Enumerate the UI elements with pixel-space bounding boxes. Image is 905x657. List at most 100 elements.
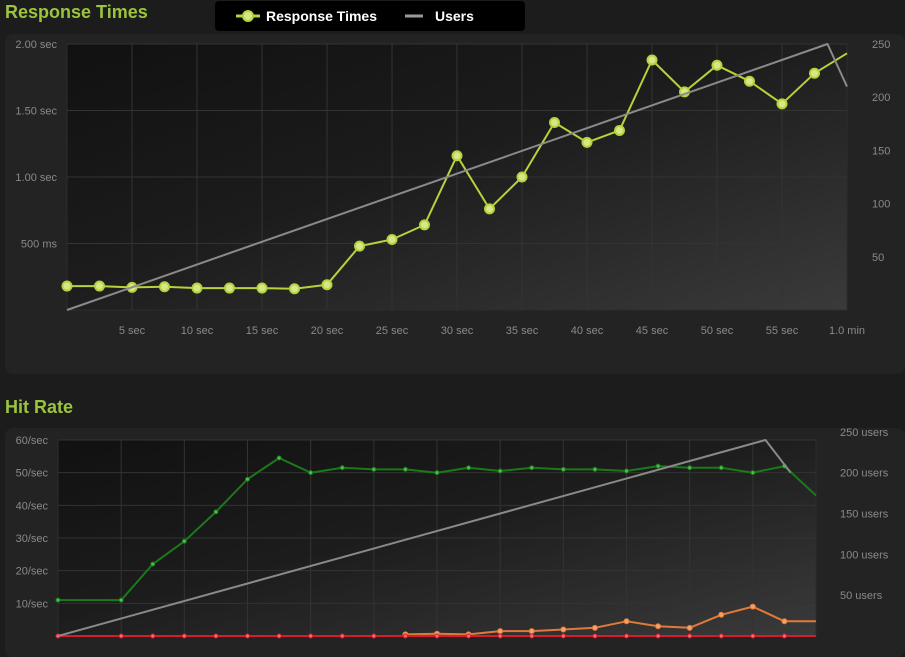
response-times-point bbox=[549, 116, 560, 128]
x-tick-label: 45 sec bbox=[636, 325, 669, 337]
users-line bbox=[66, 43, 848, 311]
response-times-chart: 500 ms 1.00 sec 1.50 sec 2.00 sec 50 100 150 20… bbox=[15, 39, 890, 337]
x-tick-label: 1.0 min bbox=[829, 325, 865, 337]
y-left-tick-label: 500 ms bbox=[21, 239, 58, 251]
response-times-point bbox=[451, 150, 463, 162]
response-times-point bbox=[289, 283, 300, 295]
hit-rate-point bbox=[276, 455, 282, 461]
response-times-point bbox=[484, 203, 495, 215]
y-left-tick-label: 1.00 sec bbox=[15, 172, 57, 184]
red-series-point bbox=[308, 633, 314, 639]
legend-users: Users bbox=[435, 8, 474, 24]
response-times-panel: 500 ms 1.00 sec 1.50 sec 2.00 sec 50 100 150 20… bbox=[5, 34, 905, 374]
red-series-point bbox=[402, 633, 408, 639]
red-series-point bbox=[466, 633, 472, 639]
red-series-point bbox=[750, 633, 756, 639]
orange-series-point bbox=[749, 603, 756, 610]
hit-rate-line bbox=[58, 457, 817, 602]
hit-rate-point bbox=[718, 465, 724, 471]
hit-rate-point bbox=[181, 538, 187, 544]
y-right-tick-label: 200 bbox=[872, 92, 890, 104]
x-tick-label: 35 sec bbox=[506, 325, 539, 337]
response-times-heading: Response Times bbox=[5, 2, 148, 22]
red-series-point bbox=[781, 633, 787, 639]
orange-series-line bbox=[405, 605, 816, 636]
response-times-point bbox=[809, 67, 820, 79]
orange-series-point bbox=[591, 624, 598, 631]
x-tick-label: 30 sec bbox=[441, 325, 474, 337]
response-times-point bbox=[614, 124, 625, 136]
y-left-tick-label: 30/sec bbox=[16, 533, 49, 545]
response-times-point bbox=[321, 279, 333, 291]
response-times-point bbox=[711, 59, 723, 71]
response-times-legend-icon bbox=[236, 10, 260, 22]
users-line bbox=[57, 439, 792, 637]
red-series-point bbox=[687, 633, 693, 639]
y-right-tick-label: 100 users bbox=[840, 549, 889, 561]
x-tick-label: 50 sec bbox=[701, 325, 734, 337]
orange-series-point bbox=[497, 628, 504, 635]
red-series-point bbox=[181, 633, 187, 639]
hit-rate-point bbox=[434, 470, 440, 476]
y-right-tick-label: 50 users bbox=[840, 590, 883, 602]
response-times-point bbox=[776, 98, 788, 110]
hit-rate-point bbox=[497, 468, 503, 474]
x-tick-label: 55 sec bbox=[766, 325, 799, 337]
response-times-point bbox=[256, 282, 268, 294]
hit-rate-point bbox=[55, 597, 61, 603]
red-series-point bbox=[371, 633, 377, 639]
red-series-point bbox=[529, 633, 535, 639]
y-left-tick-label: 20/sec bbox=[16, 566, 49, 578]
red-series-point bbox=[213, 633, 219, 639]
hit-rate-point bbox=[213, 509, 219, 515]
red-series-point bbox=[245, 633, 250, 639]
orange-series-point bbox=[623, 618, 630, 625]
hit-rate-point bbox=[466, 465, 472, 471]
x-tick-label: 15 sec bbox=[246, 325, 279, 337]
hit-rate-point bbox=[560, 466, 566, 472]
response-times-point bbox=[744, 75, 755, 87]
x-tick-label: 10 sec bbox=[181, 325, 214, 337]
y-right-tick-label: 250 users bbox=[840, 428, 889, 439]
y-left-tick-label: 1.50 sec bbox=[15, 106, 57, 118]
hit-rate-chart: 10/sec 20/sec 30/sec 40/sec 50/sec 60/sec 50 u… bbox=[16, 428, 889, 639]
response-times-point bbox=[61, 280, 73, 292]
response-times-point bbox=[516, 171, 528, 183]
hit-rate-point bbox=[150, 561, 156, 567]
y-left-tick-label: 60/sec bbox=[16, 435, 49, 447]
red-series-point bbox=[118, 633, 124, 639]
hit-rate-point bbox=[402, 466, 408, 472]
y-right-tick-label: 150 users bbox=[840, 509, 889, 521]
y-left-tick-label: 50/sec bbox=[16, 468, 49, 480]
red-series-point bbox=[624, 633, 629, 639]
y-right-tick-label: 100 bbox=[872, 199, 890, 211]
response-times-point bbox=[581, 136, 593, 148]
hit-rate-point bbox=[118, 597, 124, 603]
red-series-point bbox=[718, 633, 724, 639]
y-right-tick-label: 150 bbox=[872, 145, 890, 157]
y-left-tick-label: 10/sec bbox=[16, 598, 49, 610]
hit-rate-point bbox=[245, 476, 250, 482]
x-tick-label: 25 sec bbox=[376, 325, 409, 337]
response-times-point bbox=[94, 280, 105, 292]
response-times-point bbox=[419, 219, 430, 231]
red-series-point bbox=[150, 633, 156, 639]
orange-series-point bbox=[655, 623, 662, 630]
red-series-point bbox=[339, 633, 345, 639]
hit-rate-point bbox=[371, 466, 377, 472]
orange-series-point bbox=[528, 628, 535, 635]
users-legend-icon bbox=[405, 14, 423, 18]
response-times-point bbox=[224, 282, 235, 294]
hit-rate-point bbox=[529, 465, 535, 471]
chart-legend: Response Times Users bbox=[215, 1, 525, 31]
y-right-tick-label: 50 bbox=[872, 252, 884, 264]
orange-series-point bbox=[686, 624, 693, 631]
response-times-point bbox=[386, 234, 398, 246]
orange-series-point bbox=[781, 618, 788, 625]
hit-rate-point bbox=[624, 468, 629, 474]
x-tick-label: 20 sec bbox=[311, 325, 344, 337]
response-times-point bbox=[354, 240, 365, 252]
response-times-point bbox=[191, 282, 203, 294]
red-series-point bbox=[560, 633, 566, 639]
